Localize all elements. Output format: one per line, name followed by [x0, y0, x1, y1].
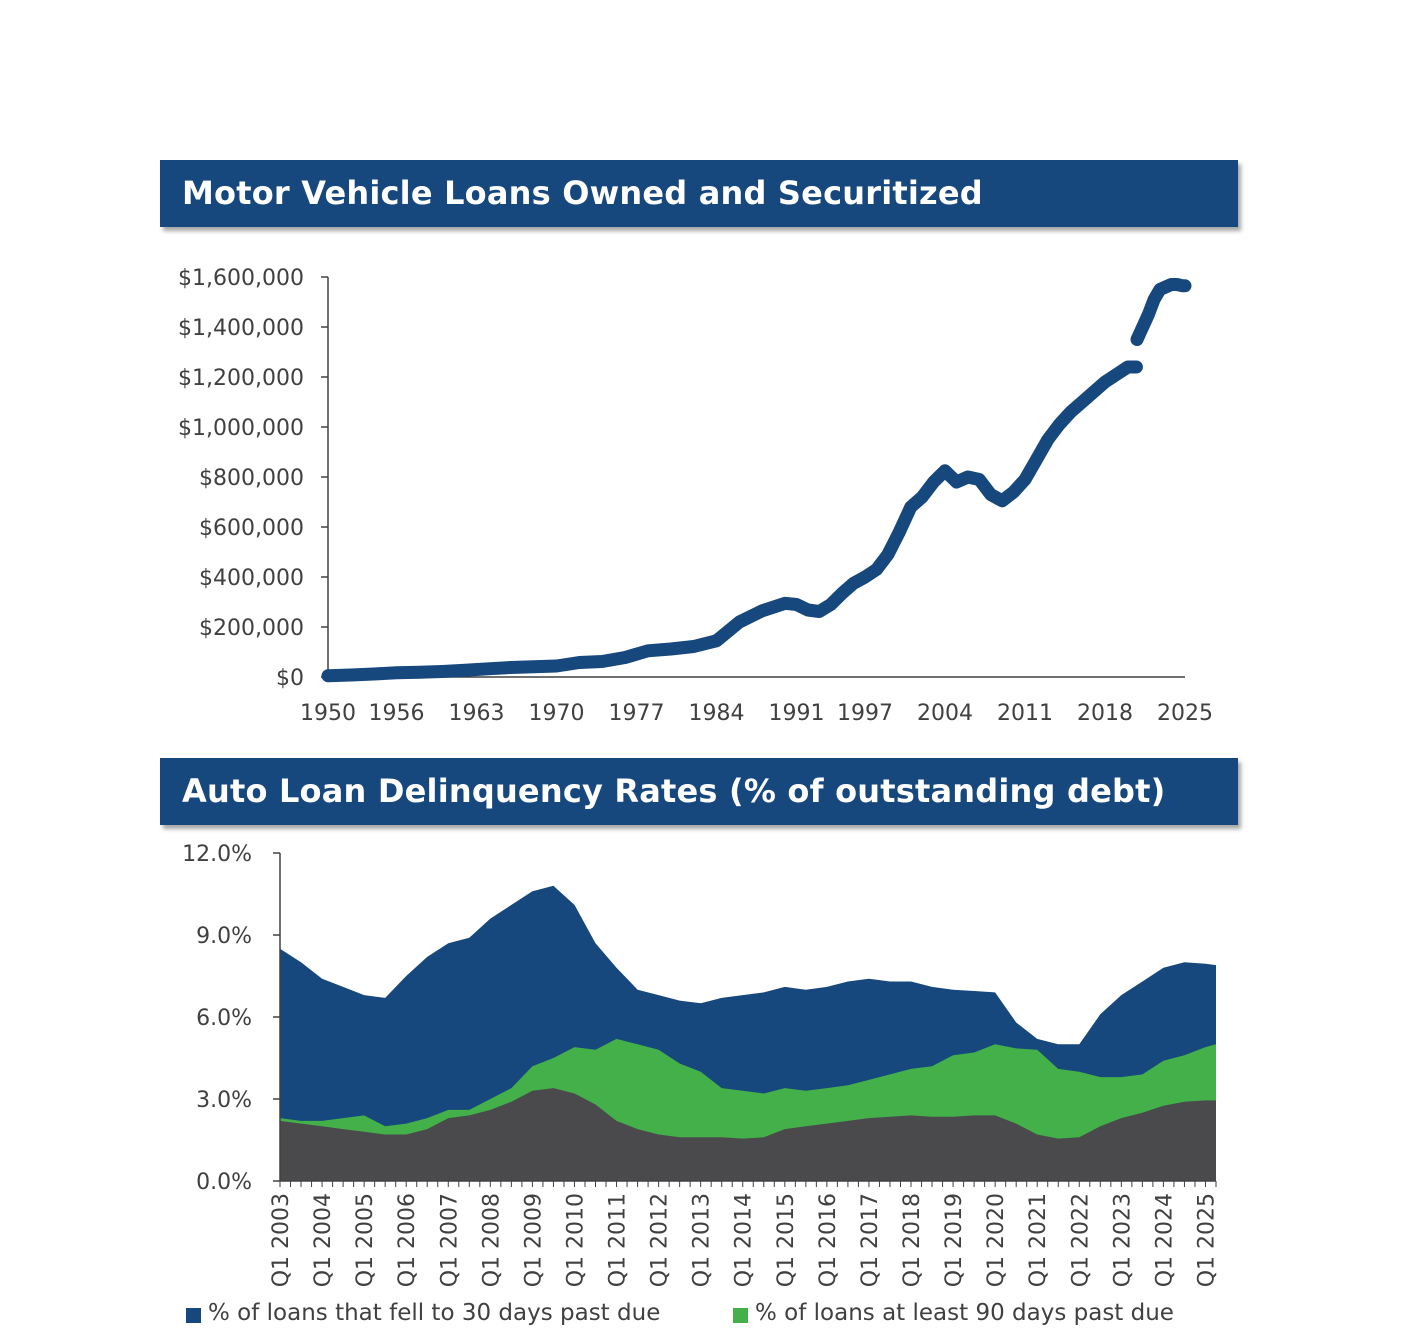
chart1-y-tick-label: $1,200,000: [178, 366, 304, 391]
chart1-x-tick-label: 1950: [300, 701, 356, 726]
chart2-x-tick-label: Q1 2021: [1026, 1193, 1051, 1287]
chart2-x-tick-label: Q1 2008: [479, 1193, 504, 1287]
chart1-y-tick-label: $800,000: [199, 466, 304, 491]
chart1-x-tick-label: 2025: [1157, 701, 1213, 726]
chart2-x-tick-label: Q1 2024: [1152, 1193, 1177, 1287]
legend-item-30-days: % of loans that fell to 30 days past due: [186, 1300, 660, 1326]
chart2-x-tick-label: Q1 2007: [437, 1193, 462, 1287]
chart2-x-tick-label: Q1 2017: [858, 1193, 883, 1287]
legend-swatch-90-days: [733, 1307, 748, 1323]
chart1-x-tick-label: 1956: [369, 701, 425, 726]
chart2-x-tick-label: Q1 2006: [395, 1193, 420, 1287]
chart2-x-tick-label: Q1 2016: [816, 1193, 841, 1287]
chart1-y-tick-label: $1,000,000: [178, 416, 304, 441]
chart2-area-base: [280, 1088, 1216, 1181]
chart1-x-tick-label: 2004: [917, 701, 973, 726]
chart2-x-tick-label: Q1 2020: [984, 1193, 1009, 1287]
chart1-x-tick-label: 2018: [1077, 701, 1133, 726]
chart2-x-tick-label: Q1 2014: [732, 1193, 757, 1287]
chart2-y-tick-label: 6.0%: [196, 1006, 252, 1031]
chart1-y-tick-label: $600,000: [199, 516, 304, 541]
chart1-y-tick-label: $1,400,000: [178, 316, 304, 341]
chart2-x-tick-label: Q1 2015: [774, 1193, 799, 1287]
chart2-y-tick-label: 9.0%: [196, 924, 252, 949]
chart2-x-tick-label: Q1 2009: [521, 1193, 546, 1287]
chart1-series-line-0: [321, 360, 1143, 683]
chart1-y-tick-label: $200,000: [199, 616, 304, 641]
chart1-x-tick-label: 1997: [837, 701, 893, 726]
chart1-title: Motor Vehicle Loans Owned and Securitize…: [160, 160, 1238, 227]
chart1-x-tick-label: 1963: [449, 701, 505, 726]
chart2-x-tick-label: Q1 2013: [690, 1193, 715, 1287]
chart2-x-tick-label: Q1 2004: [311, 1193, 336, 1287]
chart2-x-tick-label: Q1 2019: [942, 1193, 967, 1287]
chart1-x-tick-label: 2011: [997, 701, 1053, 726]
chart1-y-tick-label: $400,000: [199, 566, 304, 591]
chart2-x-tick-label: Q1 2012: [648, 1193, 673, 1287]
legend-swatch-30-days: [186, 1307, 201, 1323]
chart2-y-tick-label: 12.0%: [182, 842, 252, 867]
chart1-y-tick-label: $0: [276, 666, 304, 691]
chart1-x-tick-label: 1984: [689, 701, 745, 726]
legend-label-30-days: % of loans that fell to 30 days past due: [208, 1300, 661, 1326]
chart2-x-tick-label: Q1 2005: [353, 1193, 378, 1287]
motor-vehicle-loans-chart: $0 $200,000 $400,000 $600,000 $800,000 $1,000…: [178, 266, 1213, 726]
chart2-x-tick-label: Q1 2010: [563, 1193, 588, 1287]
chart1-series-line-1: [1130, 278, 1192, 346]
chart1-y-tick-label: $1,600,000: [178, 266, 304, 291]
chart2-x-tick-label: Q1 2018: [900, 1193, 925, 1287]
chart2-x-tick-label: Q1 2011: [606, 1193, 631, 1287]
chart1-x-tick-label: 1970: [529, 701, 585, 726]
legend-label-90-days: % of loans at least 90 days past due: [755, 1300, 1174, 1326]
chart2-x-tick-label: Q1 2022: [1068, 1193, 1093, 1287]
chart2-title: Auto Loan Delinquency Rates (% of outsta…: [160, 758, 1238, 825]
chart1-x-tick-label: 1991: [768, 701, 824, 726]
chart2-x-tick-label: Q1 2025: [1194, 1193, 1219, 1287]
chart2-x-tick-label: Q1 2003: [269, 1193, 294, 1287]
chart2-y-tick-label: 0.0%: [196, 1170, 252, 1195]
chart1-x-tick-label: 1977: [609, 701, 665, 726]
legend-item-90-days: % of loans at least 90 days past due: [733, 1300, 1174, 1326]
chart2-y-tick-label: 3.0%: [196, 1088, 252, 1113]
chart2-x-tick-label: Q1 2023: [1110, 1193, 1135, 1287]
